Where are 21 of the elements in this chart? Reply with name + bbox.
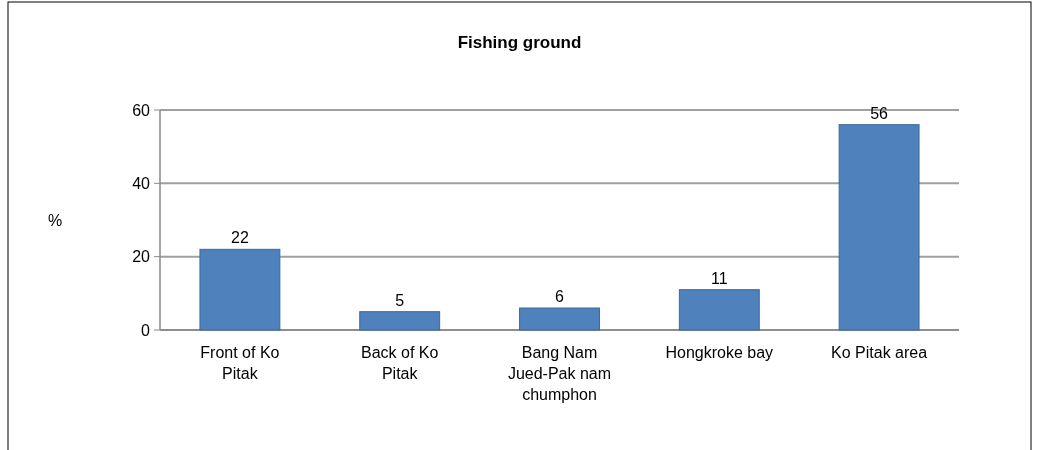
bar — [678, 289, 760, 331]
data-label: 11 — [711, 269, 728, 287]
data-label: 22 — [231, 229, 249, 247]
y-tick-label: 40 — [132, 174, 151, 192]
x-tick-label: Ko Pitak area — [831, 344, 928, 361]
x-tick-label: Hongkroke bay — [665, 344, 774, 361]
x-tick-label: Front of Ko Pitak — [200, 344, 280, 382]
y-axis-title: % — [47, 211, 63, 229]
data-label: 6 — [555, 288, 565, 305]
x-tick-label: Bang Nam Jued-Pak nam chumphon — [507, 344, 612, 403]
bar — [519, 307, 600, 331]
bar — [359, 311, 441, 331]
data-label: 56 — [870, 104, 889, 122]
bar — [838, 124, 920, 331]
chart-title: Fishing ground — [457, 33, 582, 52]
y-tick-label: 20 — [132, 248, 151, 266]
bar — [199, 248, 281, 331]
y-tick-label: 0 — [141, 321, 151, 339]
y-tick-label: 60 — [132, 101, 151, 119]
data-label: 5 — [395, 291, 405, 309]
x-tick-label: Back of Ko Pitak — [361, 344, 439, 382]
